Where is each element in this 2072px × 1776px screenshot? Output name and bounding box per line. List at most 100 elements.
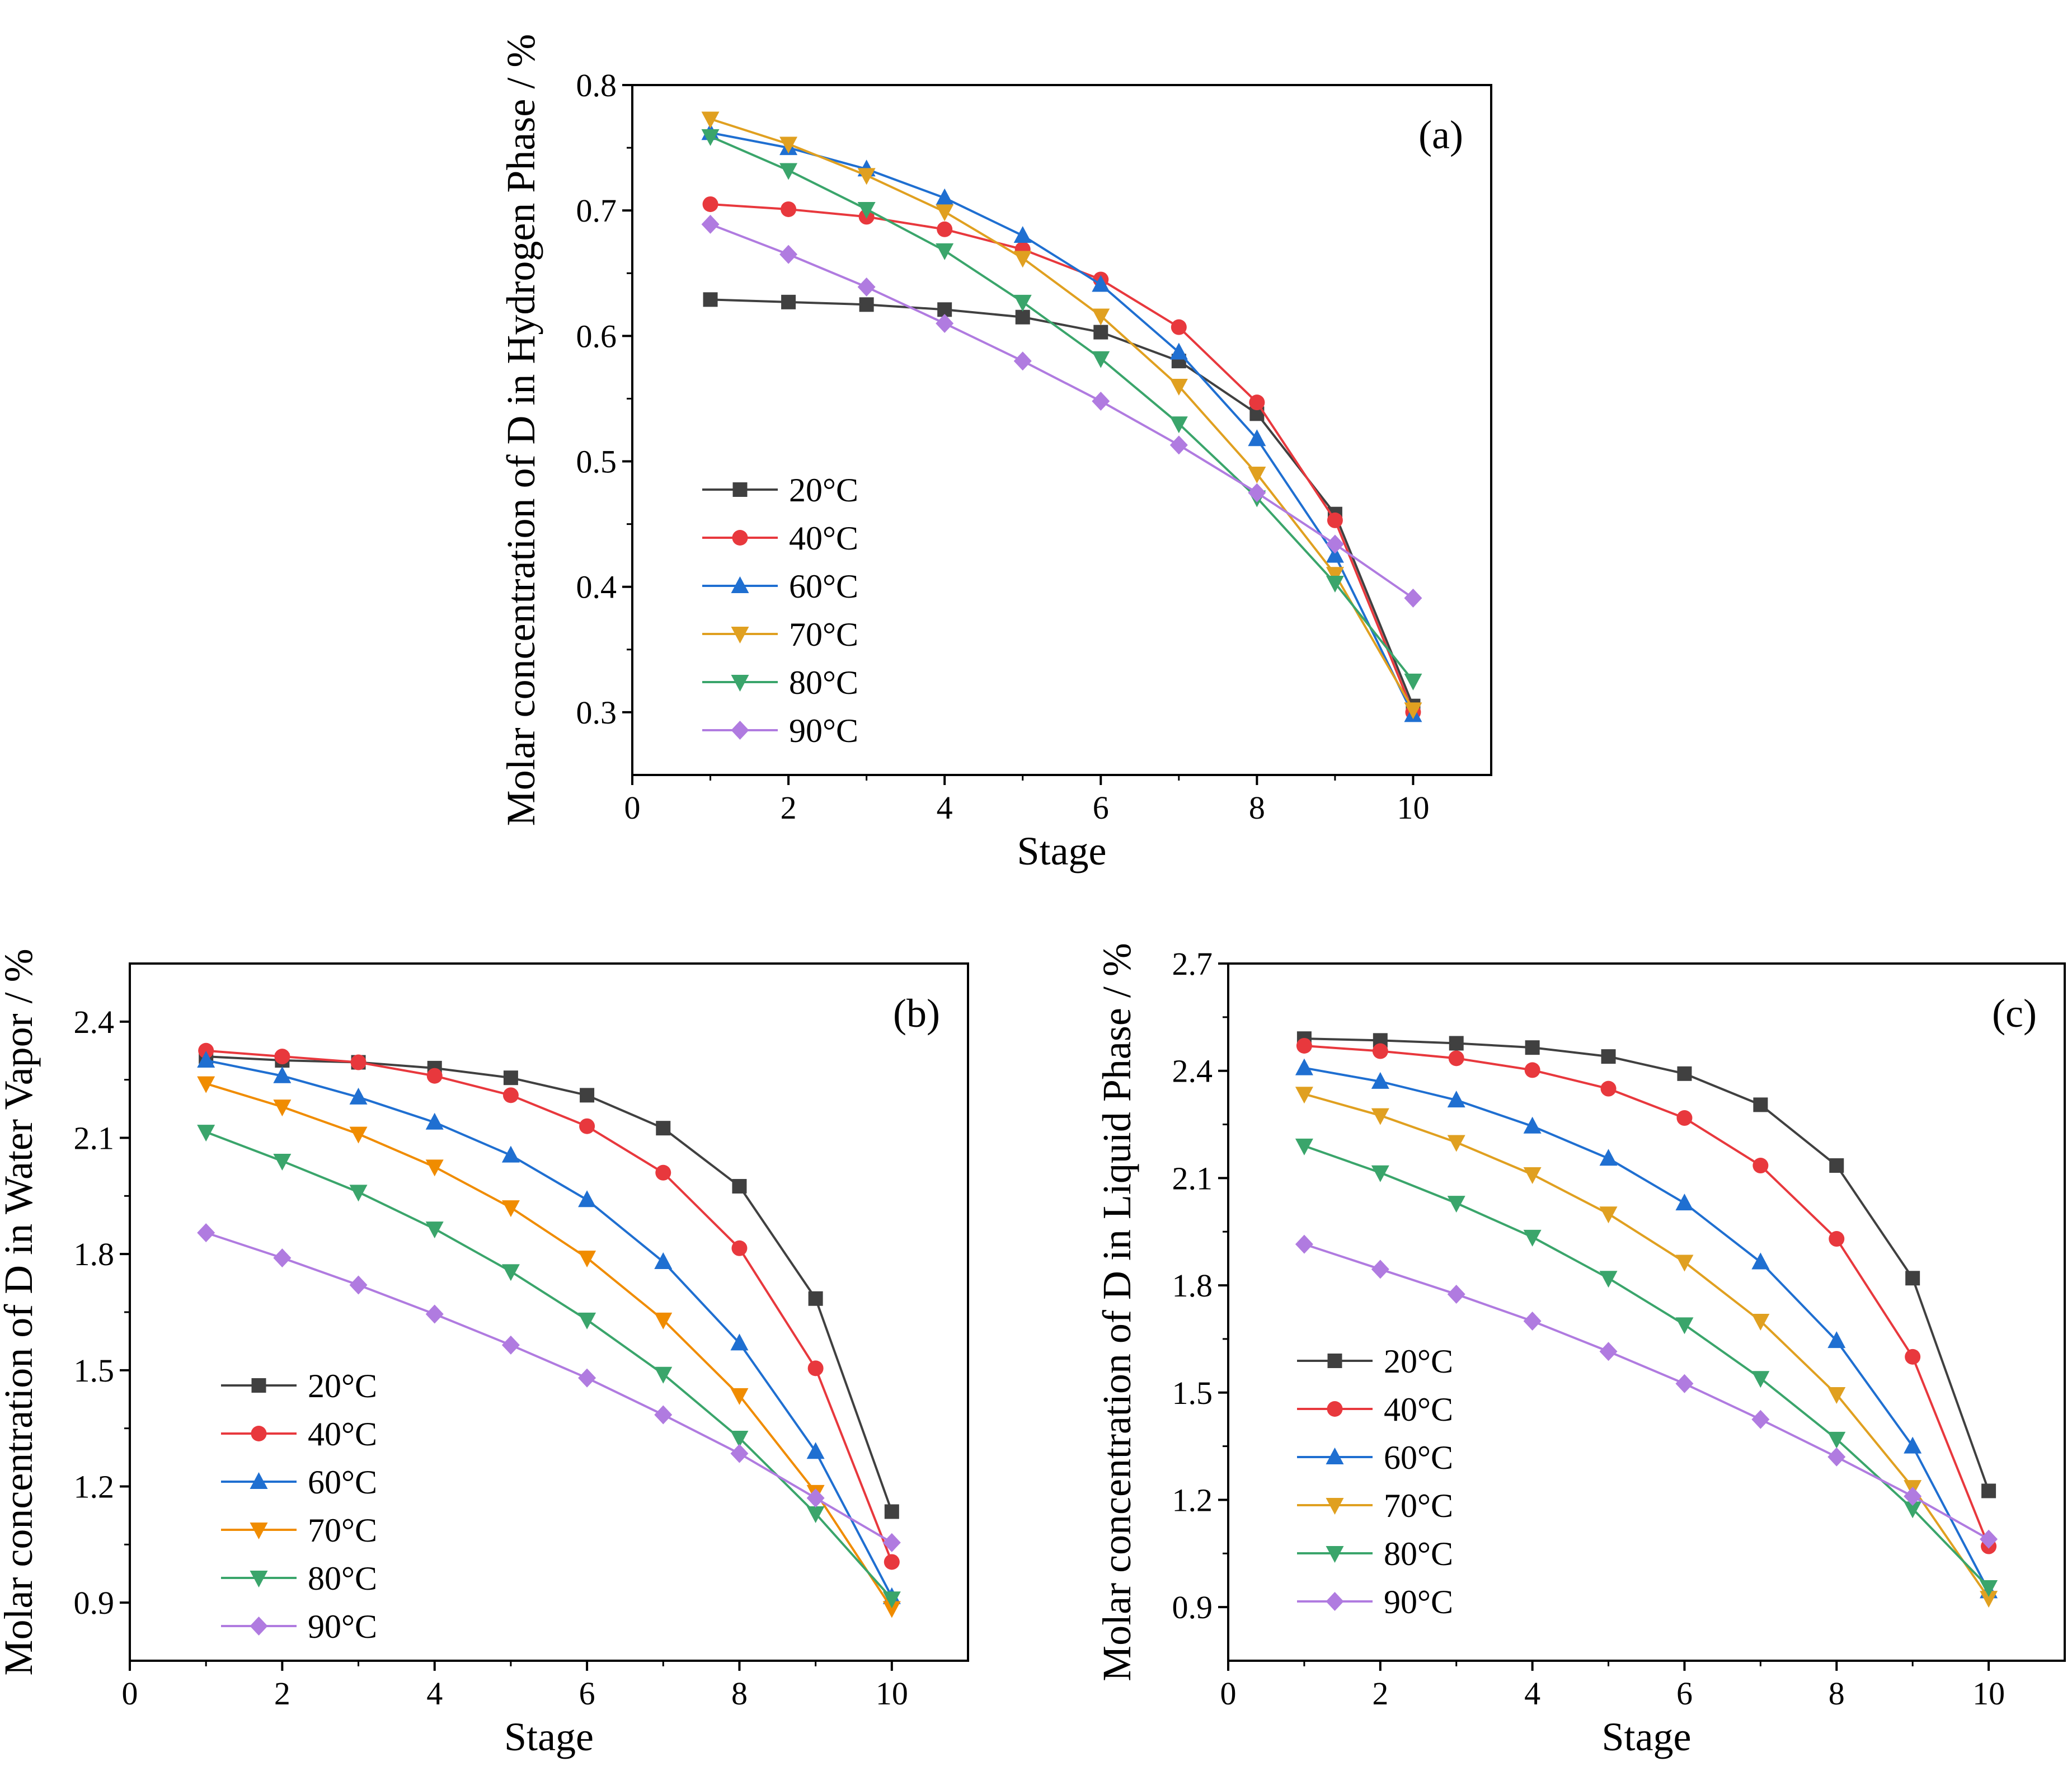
data-point [1752,1158,1769,1174]
data-point [779,163,798,180]
data-point [1169,342,1188,360]
plot-frame [631,84,1492,776]
data-point [857,168,876,185]
series-line [1304,1066,1990,1592]
y-axis-title: Molar concentration of D in Water Vapor … [0,948,41,1675]
y-tick-label: 0.3 [576,694,617,731]
data-point [1447,1285,1465,1304]
data-point [1980,1591,1998,1608]
data-point [349,1275,368,1295]
data-point [1905,1349,1921,1365]
data-point [1092,391,1110,411]
data-point [578,1312,596,1329]
data-point [730,1430,749,1448]
data-point [1905,1271,1920,1286]
y-tick-label: 0.8 [576,67,617,104]
data-point [884,1554,900,1570]
series-line [205,1232,892,1544]
data-point [1092,275,1110,292]
plot-frame [129,962,969,1662]
data-point [1599,1271,1618,1288]
series-line [1304,1243,1990,1540]
data-point [730,1444,749,1463]
data-point [501,1264,520,1281]
data-point [502,1087,519,1103]
data-point [779,137,798,154]
data-point [806,1442,825,1459]
data-point [701,214,720,234]
panel-label: (b) [893,991,940,1036]
data-point [936,313,954,333]
data-point [197,1076,215,1093]
data-point [701,111,720,129]
data-point [1248,429,1266,447]
data-point [1753,1097,1768,1112]
data-point [425,1159,444,1177]
legend-label: 60°C [308,1464,377,1501]
data-point [1447,1196,1465,1213]
data-point [703,292,718,307]
data-point [1600,1080,1617,1097]
data-point [1248,483,1266,502]
data-point [1371,1072,1389,1089]
y-tick-label: 1.8 [1172,1267,1213,1304]
data-point [425,1112,444,1130]
data-point [1327,512,1343,528]
data-point [425,1221,444,1239]
series-line [205,1082,893,1609]
data-point [1827,1447,1846,1467]
panel-a: 0 2 4 6 8 10 0.3 0.4 0.5 0.6 0.7 0.8 Stage Molar conc… [499,34,1492,873]
data-point [1827,1431,1846,1449]
data-point [884,1504,899,1519]
data-point [1404,702,1422,720]
data-point [1601,1049,1616,1064]
y-tick-label: 1.8 [74,1236,115,1272]
data-point [1523,1167,1542,1184]
legend-label: 80°C [789,664,858,701]
data-point [1980,1580,1998,1598]
data-point [1676,1110,1693,1126]
x-tick-label: 2 [781,790,797,826]
data-point [1751,1313,1770,1331]
data-point [779,245,798,264]
data-point [1013,351,1032,371]
data-point [806,1506,825,1523]
data-point [1093,325,1108,340]
series-line [710,223,1414,599]
data-point [1013,251,1032,268]
y-tick-label: 2.4 [74,1004,115,1040]
legend-label: 80°C [1384,1535,1453,1572]
legend-label: 70°C [1384,1487,1453,1524]
legend-label: 60°C [1384,1439,1453,1476]
data-point [579,1118,595,1134]
data-point [1904,1501,1922,1519]
data-point [882,1601,901,1618]
data-point [1675,1255,1694,1272]
x-axis-title: Stage [1017,829,1107,873]
data-point [197,1051,215,1068]
data-point [807,1360,824,1376]
panel-b: 0 2 4 6 8 10 0.9 1.2 1.5 1.8 2.1 2.4 Stage Molar conc… [0,948,969,1759]
legend-marker [731,721,749,740]
legend-marker [251,1378,266,1393]
legend-marker [732,530,748,546]
data-point [1599,1149,1618,1166]
data-point [1326,546,1344,563]
panel-label: (a) [1418,112,1463,157]
series-line [1304,1037,1990,1492]
legend-marker [1326,1448,1344,1464]
data-point [578,1190,596,1208]
data-point [656,1121,671,1136]
data-point [1523,1116,1542,1134]
legend-label: 20°C [1384,1343,1453,1380]
data-point [1171,319,1187,335]
data-point [1371,1165,1389,1182]
series-line [710,298,1415,707]
series-line [205,1059,893,1598]
data-point [1904,1487,1922,1506]
data-point [1980,1529,1998,1549]
data-point [1326,534,1344,554]
y-axis-title: Molar concentration of D in Hydrogen Pha… [499,34,543,826]
data-point [806,1488,825,1508]
